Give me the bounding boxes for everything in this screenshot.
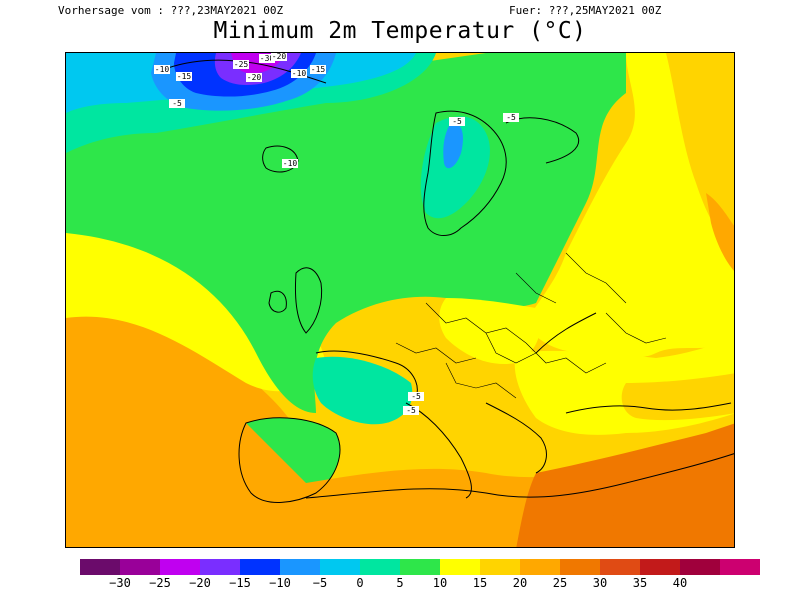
legend-swatch [600, 559, 640, 575]
legend-swatch [240, 559, 280, 575]
britain-coast [295, 267, 323, 334]
temperature-map: -30 -25 -20 -15 -10 -5 -10 -15 -20 -10 -… [65, 52, 735, 548]
contour-label: -5 [503, 113, 519, 122]
svg-text:-25: -25 [234, 60, 249, 69]
legend-tick-label: 10 [432, 576, 448, 590]
contour-label: -5 [169, 99, 185, 108]
legend-tick-label: −5 [312, 576, 328, 590]
contour-label: -10 [282, 159, 298, 168]
legend-tick-label: 0 [356, 576, 364, 590]
contour-label: -20 [246, 73, 262, 82]
legend-swatch [120, 559, 160, 575]
legend-swatch [160, 559, 200, 575]
svg-text:-10: -10 [155, 65, 170, 74]
contour-label: -25 [233, 60, 249, 69]
svg-text:-20: -20 [247, 73, 262, 82]
legend-swatch [560, 559, 600, 575]
zone-russia-warm [666, 53, 734, 251]
svg-text:-5: -5 [172, 99, 182, 108]
legend-swatch [280, 559, 320, 575]
zone-central-europe [439, 298, 540, 364]
france-coast [315, 350, 418, 399]
contour-label: -15 [310, 65, 326, 74]
zone-iberia-green [246, 417, 340, 493]
svg-text:-10: -10 [292, 69, 307, 78]
contour-label: -10 [154, 65, 170, 74]
svg-text:-15: -15 [311, 65, 326, 74]
legend-tick-label: −10 [269, 576, 291, 590]
legend-tick-label: −20 [189, 576, 211, 590]
legend-swatch [400, 559, 440, 575]
contour-label: -5 [408, 392, 424, 401]
legend-labels: −30 −25 −20 −15 −10 −5 0 5 10 15 20 25 30 35 40 [0, 576, 800, 592]
legend-tick-label: −25 [149, 576, 171, 590]
legend-tick-label: 15 [472, 576, 488, 590]
legend-tick-label: 5 [396, 576, 404, 590]
legend-tick-label: 40 [672, 576, 688, 590]
legend-swatch [320, 559, 360, 575]
legend-swatch [200, 559, 240, 575]
black-sea-north [535, 312, 597, 354]
legend-tick-label: 20 [512, 576, 528, 590]
legend-swatch [360, 559, 400, 575]
svg-text:-10: -10 [283, 159, 298, 168]
svg-text:-30: -30 [260, 54, 275, 63]
legend-swatch [440, 559, 480, 575]
contour-label: -30 [259, 54, 275, 63]
zone-scandinavia-teal [420, 116, 490, 219]
zone-france-teal [312, 356, 413, 425]
legend-swatch [520, 559, 560, 575]
svg-text:-5: -5 [452, 117, 462, 126]
legend-swatch [80, 559, 120, 575]
legend-swatch [480, 559, 520, 575]
contour-label: -20 [271, 53, 287, 61]
legend-tick-label: −30 [109, 576, 131, 590]
coastlines [155, 59, 734, 503]
legend-swatch [720, 559, 760, 575]
turkey-coast [565, 402, 732, 414]
contour-labels: -30 -25 -20 -15 -10 -5 -10 -15 -20 -10 -… [154, 53, 519, 415]
country-borders [395, 252, 667, 399]
legend-bar [80, 559, 760, 575]
svg-text:-5: -5 [506, 113, 516, 122]
zone-scandinavia-blue [443, 122, 463, 169]
svg-text:-15: -15 [177, 72, 192, 81]
legend-tick-label: 30 [592, 576, 608, 590]
iberia-coast [238, 417, 341, 503]
balkan-coast [485, 402, 547, 474]
zone-russia-orange [706, 193, 734, 271]
svg-text:-20: -20 [272, 53, 287, 61]
contour-label: -10 [291, 69, 307, 78]
map-canvas: -30 -25 -20 -15 -10 -5 -10 -15 -20 -10 -… [66, 53, 734, 547]
color-legend [80, 559, 760, 579]
legend-tick-label: 35 [632, 576, 648, 590]
legend-swatch [680, 559, 720, 575]
iceland-coast [262, 145, 299, 173]
north-africa-coast [305, 453, 734, 499]
svg-text:-5: -5 [406, 406, 416, 415]
kola-coast [505, 117, 579, 164]
valid-time-label: Fuer: ???,25MAY2021 00Z [509, 4, 662, 17]
contour-label: -15 [176, 72, 192, 81]
scandinavia-coast [423, 110, 507, 236]
map-title: Minimum 2m Temperatur (°C) [213, 18, 587, 44]
contour-label: -5 [449, 117, 465, 126]
legend-tick-label: −15 [229, 576, 251, 590]
legend-tick-label: 25 [552, 576, 568, 590]
contour-label: -5 [403, 406, 419, 415]
svg-text:-5: -5 [411, 392, 421, 401]
forecast-run-label: Vorhersage vom : ???,23MAY2021 00Z [58, 4, 284, 17]
zone-levant-hot [606, 458, 734, 547]
ireland-coast [268, 290, 287, 313]
legend-swatch [640, 559, 680, 575]
